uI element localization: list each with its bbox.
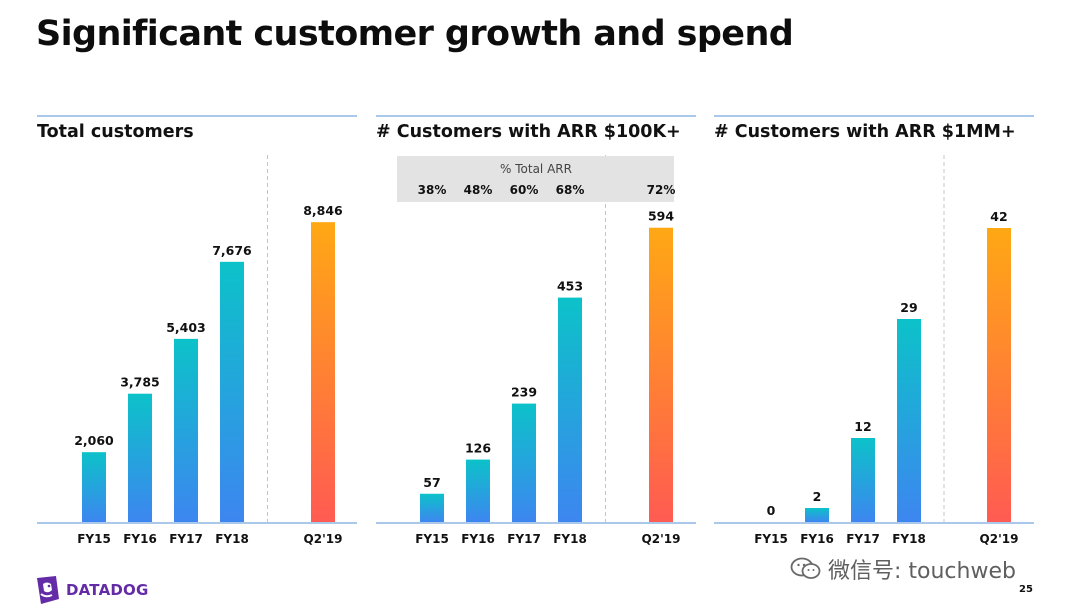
bar <box>128 393 152 522</box>
dog-icon <box>37 576 59 604</box>
panel-title: # Customers with ARR $100K+ <box>376 122 681 142</box>
bar <box>174 338 198 522</box>
bar <box>512 403 536 522</box>
x-tick-label: FY17 <box>507 532 541 546</box>
arr-annotation-value: 72% <box>647 183 676 197</box>
arr-annotation-value: 48% <box>464 183 493 197</box>
x-tick-label: FY18 <box>892 532 926 546</box>
bar-value-label: 5,403 <box>166 320 206 335</box>
x-tick-label: Q2'19 <box>304 532 343 546</box>
x-tick-label: FY18 <box>553 532 587 546</box>
arr-annotation-box <box>397 156 674 202</box>
bar <box>220 261 244 522</box>
x-tick-label: FY15 <box>77 532 111 546</box>
wechat-icon <box>790 557 821 579</box>
bar <box>311 222 335 522</box>
bar-value-label: 126 <box>465 441 491 456</box>
bar-value-label: 594 <box>648 209 674 224</box>
datadog-logo: DATADOG <box>34 575 149 605</box>
bar-value-label: 8,846 <box>303 203 343 218</box>
bar-value-label: 2,060 <box>74 433 114 448</box>
bar-value-label: 12 <box>854 419 871 434</box>
panel-title: # Customers with ARR $1MM+ <box>714 122 1016 142</box>
bar-value-label: 7,676 <box>212 243 252 258</box>
arr-annotation-value: 60% <box>510 183 539 197</box>
arr-annotation-value: 38% <box>418 183 447 197</box>
bar-value-label: 42 <box>990 209 1007 224</box>
bar <box>82 452 106 522</box>
bar <box>805 508 829 522</box>
bar <box>466 459 490 522</box>
x-tick-label: Q2'19 <box>980 532 1019 546</box>
bar-value-label: 29 <box>900 300 917 315</box>
bar-value-label: 2 <box>813 489 822 504</box>
watermark-text: 微信号: touchweb <box>828 559 1016 584</box>
x-tick-label: FY18 <box>215 532 249 546</box>
panel-title: Total customers <box>37 122 194 142</box>
x-tick-label: FY15 <box>415 532 449 546</box>
bar-value-label: 57 <box>423 475 440 490</box>
bar <box>987 228 1011 522</box>
x-tick-label: FY16 <box>123 532 157 546</box>
page-number: 25 <box>1019 584 1033 595</box>
bar <box>649 227 673 523</box>
bar-value-label: 453 <box>557 279 583 294</box>
slide-title: Significant customer growth and spend <box>36 14 794 54</box>
logo-text: DATADOG <box>66 581 149 599</box>
x-tick-label: Q2'19 <box>642 532 681 546</box>
bar-value-label: 239 <box>511 385 537 400</box>
arr-annotation-value: 68% <box>556 183 585 197</box>
bar <box>851 438 875 522</box>
arr-annotation-title: % Total ARR <box>500 162 572 176</box>
bar-value-label: 3,785 <box>120 375 160 390</box>
bar <box>897 319 921 522</box>
x-tick-label: FY16 <box>461 532 495 546</box>
bar <box>558 297 582 522</box>
watermark: 微信号: touchweb <box>790 553 1016 585</box>
bar <box>420 493 444 522</box>
x-tick-label: FY17 <box>846 532 880 546</box>
x-tick-label: FY15 <box>754 532 788 546</box>
x-tick-label: FY17 <box>169 532 203 546</box>
bar-value-label: 0 <box>767 503 776 518</box>
x-tick-label: FY16 <box>800 532 834 546</box>
